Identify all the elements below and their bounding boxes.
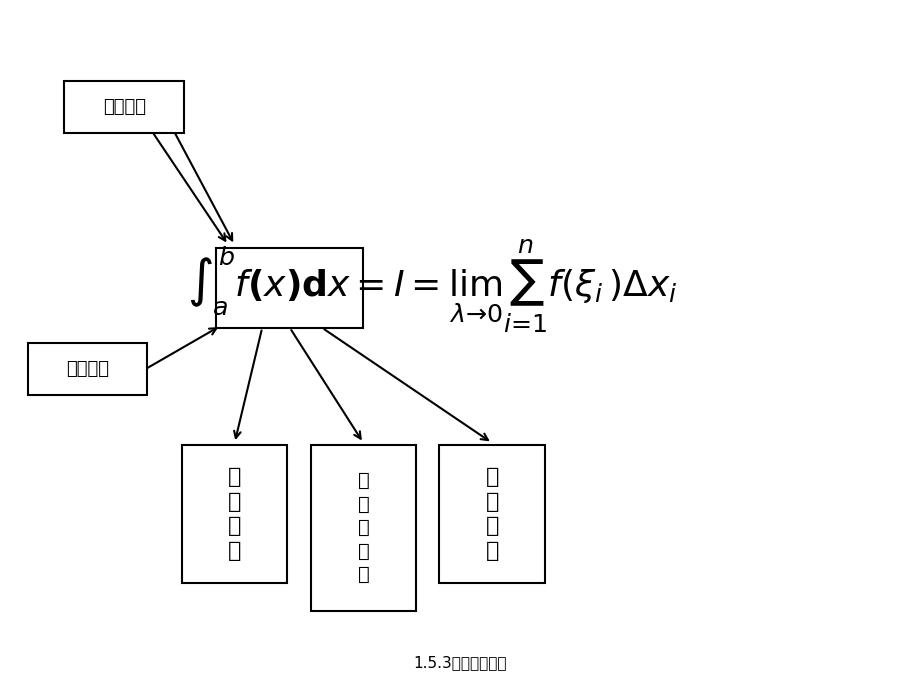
- FancyBboxPatch shape: [64, 81, 184, 132]
- FancyBboxPatch shape: [182, 445, 287, 583]
- Text: 被
积
函
数: 被 积 函 数: [228, 467, 241, 561]
- FancyBboxPatch shape: [439, 445, 544, 583]
- Text: 1.5.3定积分的概念: 1.5.3定积分的概念: [413, 655, 506, 670]
- Text: 积分上限: 积分上限: [103, 98, 145, 116]
- Text: 被
积
表
达
式: 被 积 表 达 式: [357, 471, 369, 584]
- FancyBboxPatch shape: [311, 445, 416, 611]
- FancyBboxPatch shape: [28, 344, 147, 395]
- Text: 积
分
变
量: 积 分 变 量: [485, 467, 498, 561]
- Text: 积分下限: 积分下限: [66, 360, 108, 378]
- Text: $\int_a^b \mathbf{\mathit{f}(\mathit{x})d\mathit{x}} = \mathit{I} = \lim_{\lambd: $\int_a^b \mathbf{\mathit{f}(\mathit{x})…: [187, 237, 677, 335]
